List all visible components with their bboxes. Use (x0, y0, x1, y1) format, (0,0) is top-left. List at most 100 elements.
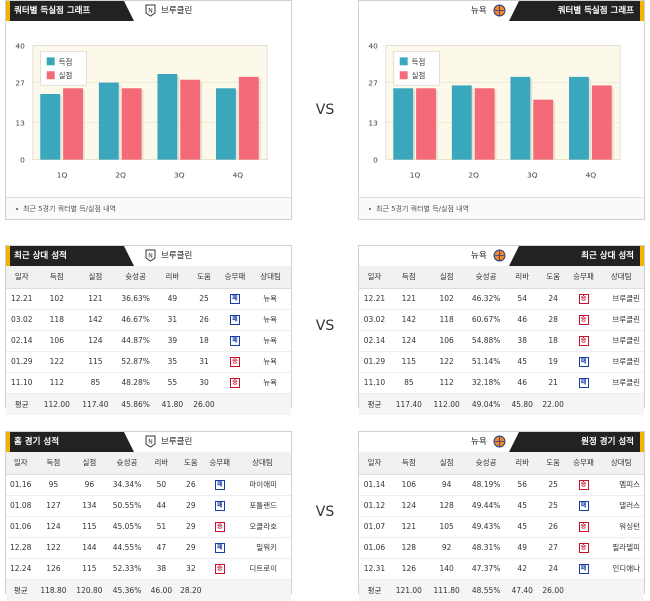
cell-reb: 55 (156, 372, 189, 394)
opponent-link[interactable]: 뉴욕 (250, 372, 291, 394)
cell-fg: 34.34% (107, 474, 147, 496)
opponent-link[interactable]: 뉴욕 (250, 288, 291, 310)
panel-title: 최근 상대 성적 (14, 251, 67, 261)
average-row: 평균 112.00 117.40 45.86% 41.80 26.00 (6, 393, 291, 415)
result-badge: 패 (229, 336, 240, 346)
legend-swatch (46, 57, 55, 66)
vs-label: VS (315, 504, 335, 520)
column-header: 득점 (37, 266, 77, 289)
cell-fg: 45.05% (107, 516, 147, 538)
opponent-link[interactable]: 뉴욕 (250, 309, 291, 331)
panel-title: 홈 경기 성적 (14, 437, 60, 447)
legend-swatch (399, 57, 408, 66)
column-header: 슛성공 (114, 266, 157, 289)
cell-fg: 49.44% (465, 495, 507, 517)
column-header: 슛성공 (465, 266, 507, 289)
avg-label: 평균 (6, 393, 38, 415)
average-row: 평균 121.00 111.80 48.55% 47.40 26.00 (359, 579, 644, 601)
result-cell: 패 (205, 537, 234, 559)
table-row: 01.08 127 134 50.55% 44 29 패 포틀랜드 (6, 495, 291, 517)
opponent-link[interactable]: 브루클린 (598, 309, 644, 331)
opponent-link[interactable]: 댈러스 (598, 495, 644, 517)
cell-fg: 60.67% (465, 309, 507, 331)
cell-reb: 46 (506, 372, 538, 394)
bar (591, 85, 612, 160)
cell-ast: 28 (537, 309, 569, 331)
cell-date: 12.24 (6, 558, 36, 580)
cell-date: 11.10 (359, 372, 390, 394)
table-row: 12.21 102 121 36.63% 49 25 패 뉴욕 (6, 288, 291, 310)
legend-label: 실점 (59, 70, 73, 80)
opponent-link[interactable]: 멤피스 (598, 474, 644, 496)
result-badge: 패 (578, 564, 589, 574)
home-panel-left: 홈 경기 성적 N 브루클린 일자 득점 실점 슛성공 리바 도움 승무패 상대팀 01.16 9… (5, 431, 292, 601)
result-badge: 승 (578, 336, 589, 346)
avg-reb: 41.80 (156, 393, 189, 415)
result-badge: 승 (229, 357, 240, 367)
column-header: 리바 (146, 452, 177, 475)
cell-opp: 122 (427, 351, 466, 373)
cell-opp: 85 (76, 372, 115, 394)
result-badge: 승 (578, 315, 589, 325)
cell-ast: 19 (537, 351, 569, 373)
opponent-link[interactable]: 뉴욕 (250, 330, 291, 352)
opponent-link[interactable]: 인디애나 (598, 558, 644, 580)
opponent-link[interactable]: 브루클린 (598, 330, 644, 352)
column-header: 일자 (6, 266, 38, 289)
avg-ast: 26.00 (537, 579, 569, 601)
opponent-link[interactable]: 오클라호 (233, 516, 291, 538)
panel-title: 원정 경기 성적 (581, 437, 634, 447)
result-cell: 승 (568, 288, 599, 310)
cell-fg: 48.28% (114, 372, 157, 394)
opponent-link[interactable]: 포틀랜드 (233, 495, 291, 517)
y-tick-label: 40 (15, 41, 25, 50)
avg-ast: 26.00 (188, 393, 220, 415)
opponent-link[interactable]: 밀워키 (233, 537, 291, 559)
opponent-link[interactable]: 디트로이 (233, 558, 291, 580)
opponent-link[interactable]: 브루클린 (598, 288, 644, 310)
cell-ast: 26 (176, 474, 206, 496)
cell-opp: 128 (427, 495, 466, 517)
column-header: 일자 (359, 266, 390, 289)
cell-fg: 48.31% (465, 537, 507, 559)
cell-ast: 24 (537, 558, 569, 580)
result-badge: 승 (578, 480, 589, 490)
cell-reb: 56 (506, 474, 538, 496)
nets-logo-icon: N (145, 4, 156, 17)
cell-pts: 121 (389, 516, 428, 538)
cell-opp: 124 (76, 330, 115, 352)
knicks-logo-icon (493, 4, 506, 17)
column-header: 상대팀 (598, 266, 644, 289)
cell-date: 02.14 (359, 330, 390, 352)
table-row: 01.06 124 115 45.05% 51 29 승 오클라호 (6, 516, 291, 538)
cell-reb: 45 (506, 516, 538, 538)
opponent-link[interactable]: 브루클린 (598, 372, 644, 394)
legend-swatch (46, 71, 55, 80)
result-cell: 패 (205, 474, 234, 496)
team-name: 뉴욕 (471, 6, 487, 16)
result-badge: 패 (578, 378, 589, 388)
cell-opp: 102 (427, 288, 466, 310)
legend-swatch (399, 71, 408, 80)
opponent-link[interactable]: 마이애미 (233, 474, 291, 496)
cell-fg: 54.88% (465, 330, 507, 352)
cell-fg: 52.33% (107, 558, 147, 580)
cell-opp: 115 (71, 558, 108, 580)
table-header-row: 일자 득점 실점 슛성공 리바 도움 승무패 상대팀 (6, 452, 291, 475)
opponent-link[interactable]: 브루클린 (598, 351, 644, 373)
opponent-link[interactable]: 워싱턴 (598, 516, 644, 538)
result-cell: 승 (568, 309, 599, 331)
result-badge: 패 (229, 294, 240, 304)
cell-date: 02.14 (6, 330, 38, 352)
result-cell: 승 (205, 516, 234, 538)
cell-reb: 47 (146, 537, 177, 559)
svg-text:N: N (148, 253, 153, 260)
opponent-link[interactable]: 뉴욕 (250, 351, 291, 373)
cell-ast: 18 (188, 330, 220, 352)
result-cell: 승 (568, 537, 599, 559)
table-row: 01.12 124 128 49.44% 45 25 패 댈러스 (359, 495, 644, 517)
avg-ast: 22.00 (537, 393, 569, 415)
opponent-link[interactable]: 필라델피 (598, 537, 644, 559)
quarter-panel-right: 뉴욕 쿼터별 득실점 그래프 40 27 13 0 1Q 2Q 3Q 4Q 득점 실점 최근 5경… (358, 0, 645, 220)
result-badge: 패 (578, 501, 589, 511)
